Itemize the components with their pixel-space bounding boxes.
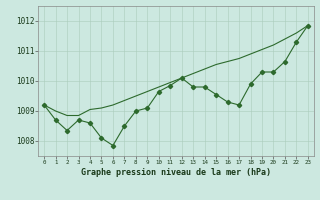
- X-axis label: Graphe pression niveau de la mer (hPa): Graphe pression niveau de la mer (hPa): [81, 168, 271, 177]
